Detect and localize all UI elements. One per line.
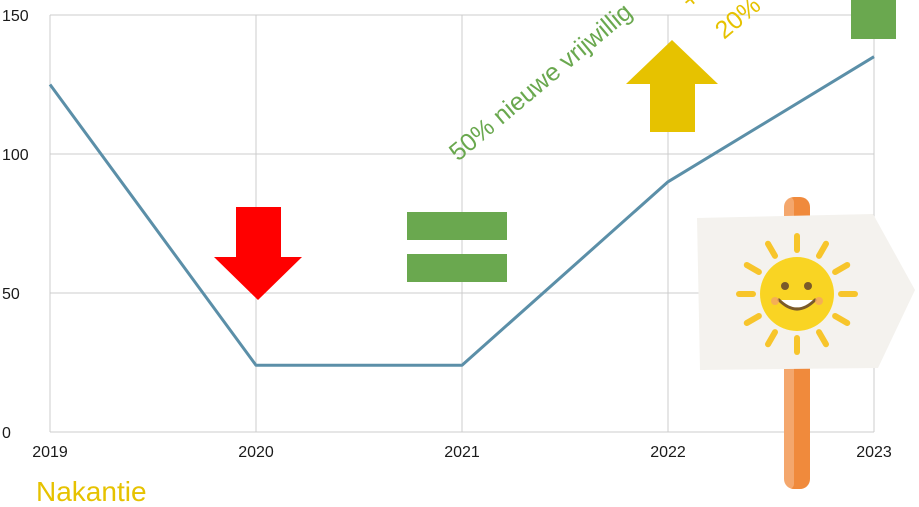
x-tick-label: 2019 (32, 444, 68, 461)
x-axis-ticks: 2019 2020 2021 2022 2023 (32, 444, 892, 461)
green-equal-icon (407, 212, 507, 282)
y-tick-label: 100 (2, 147, 29, 164)
x-tick-label: 2020 (238, 444, 274, 461)
y-tick-label: 150 (2, 8, 29, 25)
green-square-icon (851, 0, 896, 39)
green-annotation-text: 50% nieuwe vrijwillig (444, 0, 638, 167)
x-tick-label: 2023 (856, 444, 892, 461)
footer-label: Nakantie (36, 478, 147, 506)
chart-canvas: 0 50 100 150 2019 2020 2021 2022 2023 50% nieuw… (0, 0, 919, 492)
y-tick-label: 0 (2, 425, 11, 442)
y-tick-label: 50 (2, 286, 20, 303)
x-tick-label: 2021 (444, 444, 480, 461)
x-tick-label: 2022 (650, 444, 686, 461)
y-axis-ticks: 0 50 100 150 (2, 8, 29, 442)
yellow-plus-text: + (676, 0, 705, 15)
red-down-arrow-icon (214, 207, 302, 300)
yellow-up-arrow-icon (626, 40, 718, 132)
yellow-percent-text: 20% (710, 0, 766, 45)
